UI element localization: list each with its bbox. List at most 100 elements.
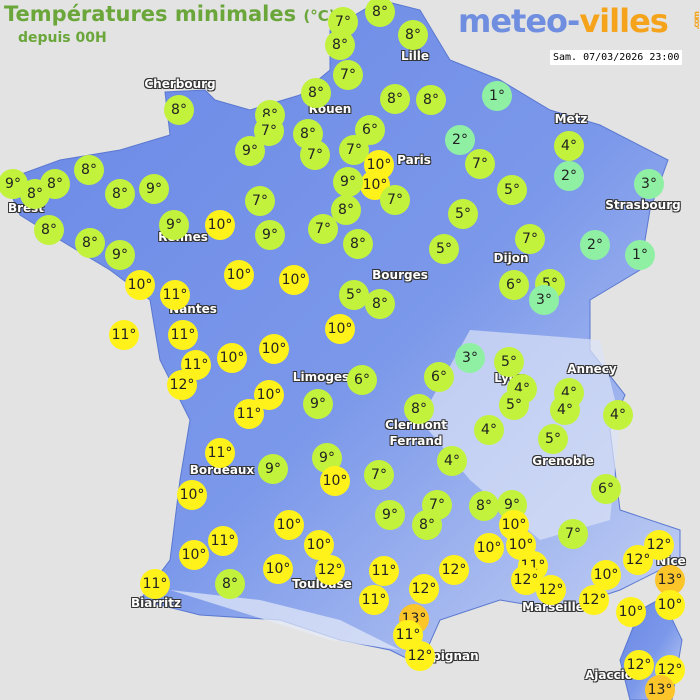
temperature-marker[interactable]: 10° (360, 170, 390, 200)
temperature-marker[interactable]: 12° (439, 555, 469, 585)
temperature-marker[interactable]: 5° (429, 234, 459, 264)
temperature-marker[interactable]: 11° (168, 320, 198, 350)
temperature-marker[interactable]: 10° (224, 260, 254, 290)
meteo-villes-logo[interactable]: meteo-villes .com (458, 2, 700, 40)
temperature-marker[interactable]: 11° (205, 438, 235, 468)
temperature-marker[interactable]: 10° (263, 554, 293, 584)
temperature-marker[interactable]: 2° (445, 125, 475, 155)
temperature-marker[interactable]: 5° (538, 424, 568, 454)
temperature-marker[interactable]: 8° (365, 289, 395, 319)
temperature-marker[interactable]: 7° (465, 149, 495, 179)
temperature-marker[interactable]: 10° (304, 530, 334, 560)
temperature-marker[interactable]: 12° (315, 555, 345, 585)
temperature-marker[interactable]: 4° (437, 446, 467, 476)
temperature-marker[interactable]: 5° (497, 175, 527, 205)
temperature-marker[interactable]: 7° (300, 140, 330, 170)
temperature-marker[interactable]: 8° (74, 155, 104, 185)
temperature-marker[interactable]: 8° (469, 491, 499, 521)
temperature-marker[interactable]: 9° (375, 500, 405, 530)
temperature-marker[interactable]: 9° (235, 136, 265, 166)
temperature-marker[interactable]: 5° (448, 199, 478, 229)
temperature-marker[interactable]: 9° (139, 174, 169, 204)
temperature-marker[interactable]: 8° (398, 20, 428, 50)
temperature-marker[interactable]: 3° (455, 343, 485, 373)
temperature-marker[interactable]: 8° (416, 85, 446, 115)
temperature-marker[interactable]: 7° (245, 186, 275, 216)
temperature-marker[interactable]: 9° (159, 210, 189, 240)
temperature-marker[interactable]: 11° (359, 585, 389, 615)
temperature-marker[interactable]: 4° (474, 415, 504, 445)
temperature-marker[interactable]: 5° (494, 347, 524, 377)
temperature-marker[interactable]: 9° (105, 240, 135, 270)
temperature-marker[interactable]: 7° (558, 519, 588, 549)
temperature-marker[interactable]: 8° (412, 510, 442, 540)
temperature-marker[interactable]: 4° (554, 131, 584, 161)
temperature-marker[interactable]: 8° (404, 394, 434, 424)
temperature-marker[interactable]: 8° (380, 84, 410, 114)
temperature-marker[interactable]: 10° (125, 270, 155, 300)
temperature-marker[interactable]: 7° (380, 185, 410, 215)
temperature-marker[interactable]: 6° (591, 474, 621, 504)
temperature-marker[interactable]: 10° (279, 265, 309, 295)
temperature-marker[interactable]: 10° (217, 343, 247, 373)
temperature-marker[interactable]: 12° (624, 650, 654, 680)
temperature-marker[interactable]: 9° (258, 454, 288, 484)
temperature-marker[interactable]: 8° (325, 30, 355, 60)
temperature-marker[interactable]: 2° (580, 230, 610, 260)
temperature-marker[interactable]: 13° (645, 675, 675, 700)
temperature-marker[interactable]: 9° (255, 220, 285, 250)
temperature-marker[interactable]: 11° (109, 320, 139, 350)
temperature-marker[interactable]: 8° (365, 0, 395, 27)
temperature-marker[interactable]: 6° (347, 365, 377, 395)
temperature-marker[interactable]: 8° (20, 179, 50, 209)
temperature-marker[interactable]: 12° (167, 370, 197, 400)
temperature-marker[interactable]: 10° (499, 510, 529, 540)
temperature-marker[interactable]: 8° (331, 195, 361, 225)
temperature-marker[interactable]: 6° (499, 270, 529, 300)
temperature-marker[interactable]: 2° (554, 161, 584, 191)
temperature-marker[interactable]: 10° (205, 210, 235, 240)
temperature-marker[interactable]: 11° (181, 350, 211, 380)
temperature-marker[interactable]: 8° (215, 569, 245, 599)
temperature-marker[interactable]: 11° (234, 399, 264, 429)
temperature-marker[interactable]: 7° (333, 60, 363, 90)
temperature-marker[interactable]: 12° (536, 575, 566, 605)
temperature-marker[interactable]: 8° (164, 95, 194, 125)
temperature-marker[interactable]: 10° (177, 480, 207, 510)
temperature-marker[interactable]: 12° (405, 641, 435, 671)
temperature-marker[interactable]: 7° (515, 224, 545, 254)
temperature-marker[interactable]: 5° (339, 280, 369, 310)
temperature-marker[interactable]: 10° (616, 597, 646, 627)
temperature-marker[interactable]: 10° (179, 540, 209, 570)
temperature-marker[interactable]: 8° (343, 229, 373, 259)
temperature-marker[interactable]: 10° (325, 314, 355, 344)
temperature-marker[interactable]: 8° (105, 179, 135, 209)
temperature-marker[interactable]: 8° (301, 78, 331, 108)
temperature-marker[interactable]: 10° (320, 466, 350, 496)
temperature-marker[interactable]: 10° (474, 533, 504, 563)
temperature-marker[interactable]: 4° (550, 395, 580, 425)
temperature-marker[interactable]: 11° (160, 280, 190, 310)
temperature-marker[interactable]: 12° (655, 655, 685, 685)
temperature-marker[interactable]: 7° (364, 460, 394, 490)
temperature-marker[interactable]: 8° (34, 215, 64, 245)
temperature-marker[interactable]: 13° (655, 565, 685, 595)
temperature-marker[interactable]: 11° (369, 556, 399, 586)
temperature-marker[interactable]: 10° (655, 590, 685, 620)
temperature-marker[interactable]: 7° (308, 214, 338, 244)
temperature-marker[interactable]: 11° (208, 526, 238, 556)
temperature-marker[interactable]: 3° (529, 285, 559, 315)
temperature-marker[interactable]: 5° (499, 390, 529, 420)
temperature-marker[interactable]: 3° (634, 169, 664, 199)
temperature-marker[interactable]: 1° (625, 240, 655, 270)
temperature-marker[interactable]: 8° (75, 228, 105, 258)
temperature-marker[interactable]: 12° (409, 574, 439, 604)
temperature-marker[interactable]: 10° (259, 334, 289, 364)
temperature-marker[interactable]: 10° (274, 510, 304, 540)
temperature-marker[interactable]: 4° (603, 400, 633, 430)
temperature-marker[interactable]: 1° (482, 81, 512, 111)
temperature-marker[interactable]: 9° (303, 389, 333, 419)
temperature-marker[interactable]: 12° (579, 585, 609, 615)
temperature-marker[interactable]: 11° (140, 569, 170, 599)
temperature-marker[interactable]: 10° (591, 560, 621, 590)
